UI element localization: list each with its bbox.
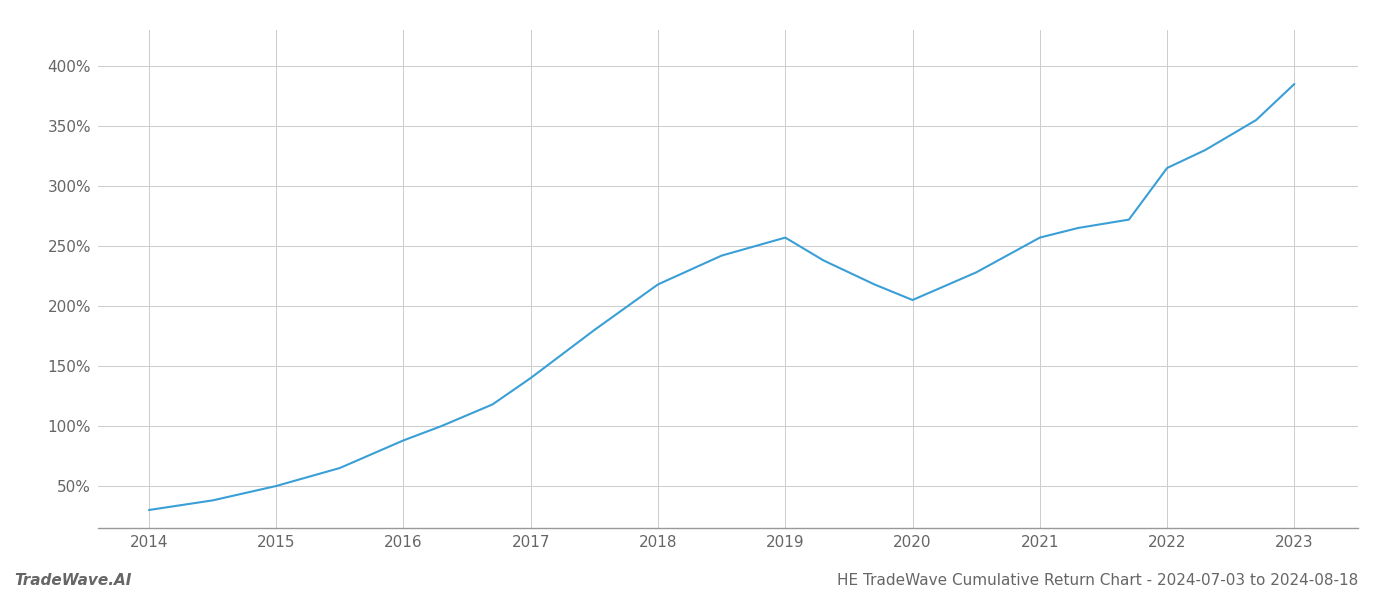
Text: HE TradeWave Cumulative Return Chart - 2024-07-03 to 2024-08-18: HE TradeWave Cumulative Return Chart - 2…	[837, 573, 1358, 588]
Text: TradeWave.AI: TradeWave.AI	[14, 573, 132, 588]
